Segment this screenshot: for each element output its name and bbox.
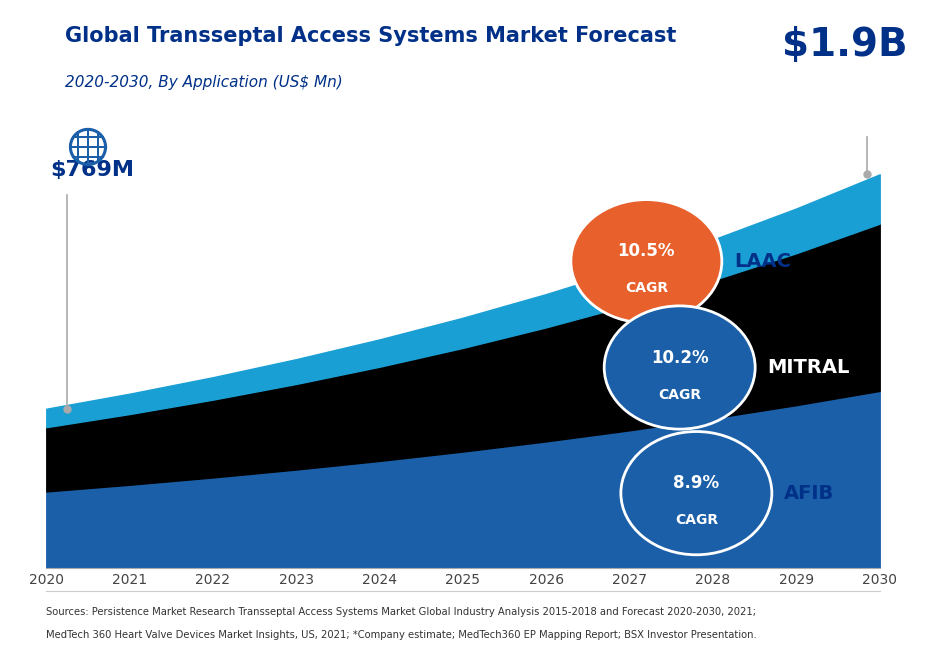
Text: 10.2%: 10.2%	[651, 349, 708, 366]
Text: Sources: Persistence Market Research Transseptal Access Systems Market Global In: Sources: Persistence Market Research Tra…	[46, 607, 757, 617]
Text: MedTech 360 Heart Valve Devices Market Insights, US, 2021; *Company estimate; Me: MedTech 360 Heart Valve Devices Market I…	[46, 630, 757, 640]
Text: $769M: $769M	[51, 160, 134, 180]
Ellipse shape	[570, 200, 722, 323]
Text: LAAC: LAAC	[734, 251, 791, 271]
Text: AFIB: AFIB	[784, 484, 834, 503]
Text: CAGR: CAGR	[675, 513, 718, 527]
Text: MITRAL: MITRAL	[768, 358, 850, 377]
Ellipse shape	[604, 306, 756, 429]
Text: CAGR: CAGR	[625, 281, 668, 295]
Text: $1.9B: $1.9B	[782, 26, 908, 64]
Text: 10.5%: 10.5%	[618, 242, 675, 261]
Ellipse shape	[620, 432, 772, 555]
Text: 8.9%: 8.9%	[673, 474, 720, 492]
Text: CAGR: CAGR	[658, 388, 701, 402]
Text: Global Transseptal Access Systems Market Forecast: Global Transseptal Access Systems Market…	[65, 26, 676, 46]
Text: 2020-2030, By Application (US$ Mn): 2020-2030, By Application (US$ Mn)	[65, 75, 343, 90]
